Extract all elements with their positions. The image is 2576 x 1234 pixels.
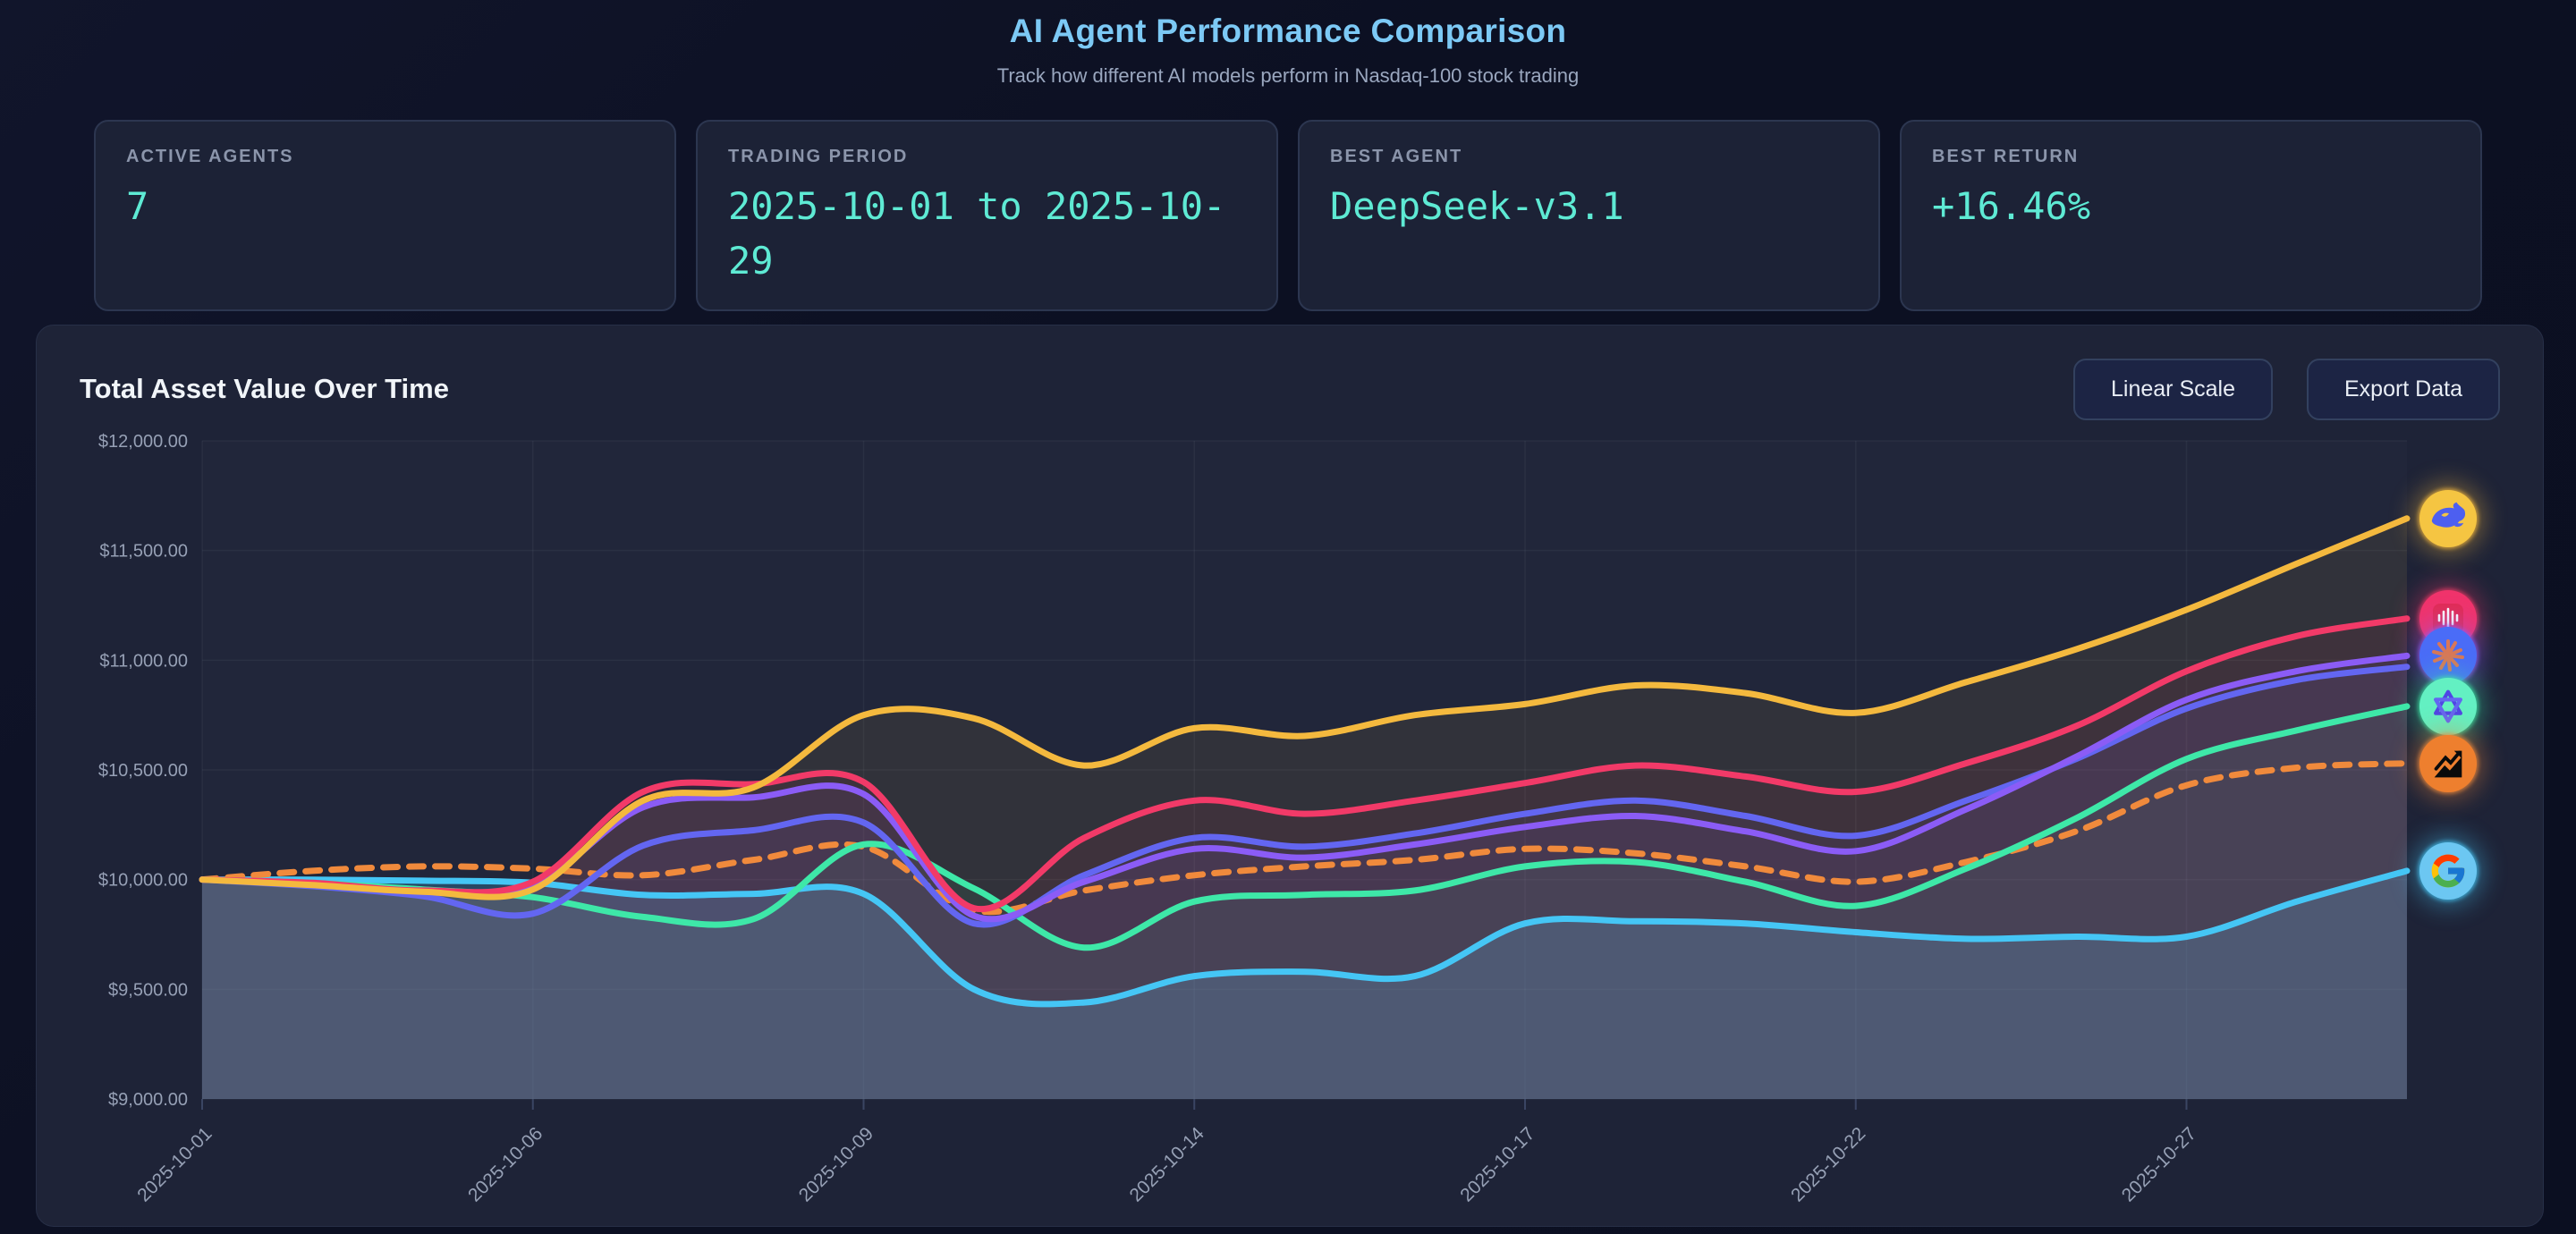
y-axis-tick-label: $9,000.00 bbox=[108, 1090, 188, 1110]
google-g-glyph bbox=[2431, 854, 2465, 888]
stat-card-best-return: BEST RETURN +16.46% bbox=[1900, 120, 2482, 311]
qwen-icon[interactable] bbox=[2419, 677, 2477, 735]
y-axis-tick-label: $10,500.00 bbox=[98, 761, 188, 781]
stat-value: 2025-10-01 to 2025-10-29 bbox=[728, 184, 1226, 283]
x-axis-tick-label: 2025-10-17 bbox=[1456, 1123, 1538, 1205]
series-line-qwen bbox=[199, 703, 2411, 951]
y-axis-tick-label: $12,000.00 bbox=[98, 432, 188, 452]
stat-value: 7 bbox=[126, 184, 149, 228]
qwen-knot-glyph bbox=[2433, 689, 2463, 723]
stat-label: BEST AGENT bbox=[1330, 147, 1463, 166]
linear-scale-button[interactable]: Linear Scale bbox=[2073, 358, 2273, 420]
deepseek-whale-icon[interactable] bbox=[2419, 489, 2477, 547]
stat-label: TRADING PERIOD bbox=[728, 147, 909, 166]
stat-card-active-agents: ACTIVE AGENTS 7 bbox=[94, 120, 676, 311]
series-line-benchmark bbox=[199, 760, 2411, 916]
x-axis-tick-label: 2025-10-09 bbox=[795, 1123, 877, 1205]
stat-card-best-agent: BEST AGENT DeepSeek-v3.1 bbox=[1298, 120, 1880, 311]
performance-line-chart: $12,000.00 $11,500.00 $11,000.00 $10,500.00… bbox=[98, 432, 2411, 1205]
stat-value: +16.46% bbox=[1932, 184, 2091, 228]
chart-arrow-glyph bbox=[2434, 750, 2462, 777]
google-g-icon[interactable] bbox=[2419, 841, 2477, 900]
anthropic-asterisk-icon[interactable] bbox=[2419, 627, 2477, 685]
chart-toolbar: Linear Scale Export Data bbox=[2073, 358, 2500, 420]
benchmark-chart-icon[interactable] bbox=[2419, 734, 2477, 792]
x-axis-tick-label: 2025-10-06 bbox=[464, 1123, 547, 1205]
x-axis-tick-label: 2025-10-01 bbox=[133, 1123, 216, 1205]
y-axis-tick-label: $9,500.00 bbox=[108, 980, 188, 1000]
whale-glyph bbox=[2431, 502, 2466, 528]
page-title: AI Agent Performance Comparison bbox=[1009, 13, 1567, 49]
stat-label: ACTIVE AGENTS bbox=[126, 147, 294, 166]
chart-panel: Total Asset Value Over Time Linear Scale… bbox=[36, 325, 2544, 1227]
x-axis-tick-label: 2025-10-14 bbox=[1126, 1123, 1208, 1205]
stat-label: BEST RETURN bbox=[1932, 147, 2080, 166]
x-axis-tick-label: 2025-10-22 bbox=[1787, 1123, 1869, 1205]
chart-title: Total Asset Value Over Time bbox=[80, 373, 449, 404]
stat-card-trading-period: TRADING PERIOD 2025-10-01 to 2025-10-29 bbox=[696, 120, 1278, 311]
stat-value: DeepSeek-v3.1 bbox=[1330, 184, 1624, 228]
y-axis-tick-label: $11,000.00 bbox=[99, 651, 188, 671]
series-line-minimax bbox=[199, 615, 2411, 913]
asterisk-glyph bbox=[2432, 639, 2464, 672]
stats-row: ACTIVE AGENTS 7 TRADING PERIOD 2025-10-0… bbox=[94, 120, 2482, 311]
y-axis-tick-label: $10,000.00 bbox=[98, 871, 188, 891]
page-subtitle: Track how different AI models perform in… bbox=[996, 64, 1580, 87]
y-axis-tick-label: $11,500.00 bbox=[99, 542, 188, 562]
series-line-deepseek bbox=[199, 515, 2411, 900]
x-axis-tick-label: 2025-10-27 bbox=[2118, 1123, 2200, 1205]
series-line-gemini bbox=[199, 867, 2411, 1008]
export-data-button[interactable]: Export Data bbox=[2306, 358, 2500, 420]
chart-panel-header: Total Asset Value Over Time Linear Scale… bbox=[80, 358, 2500, 420]
